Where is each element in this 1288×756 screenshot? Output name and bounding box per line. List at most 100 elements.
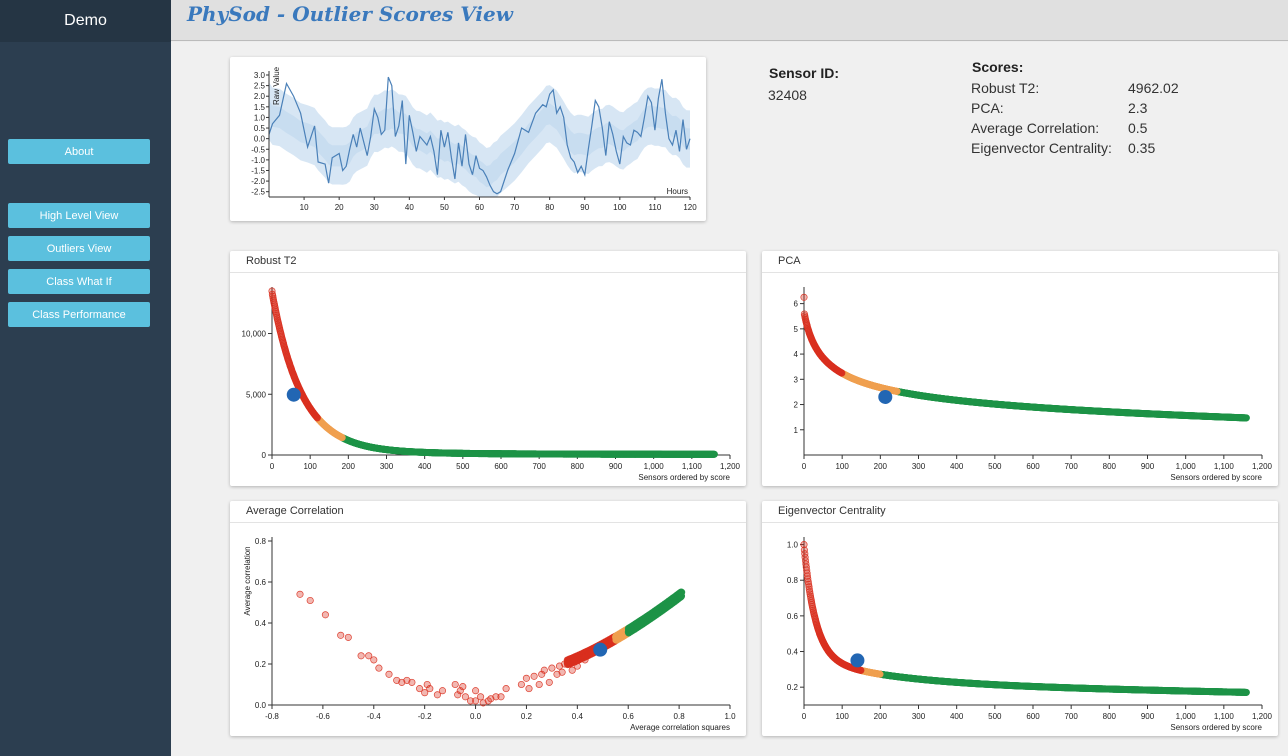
x-tick-label: 900 [609, 462, 623, 471]
brand[interactable]: Demo [0, 0, 171, 42]
data-point [540, 666, 548, 674]
data-point [545, 678, 553, 686]
points-group [800, 293, 1250, 422]
data-point [472, 697, 480, 705]
x-tick-label: 700 [1064, 462, 1078, 471]
nav-outliers-view-button[interactable]: Outliers View [8, 236, 150, 261]
x-tick-label: 900 [1141, 712, 1155, 721]
y-tick-label: -1.0 [251, 156, 265, 165]
data-point [459, 683, 467, 691]
eigenvector-centrality-chart: 0.2 0.4 0.6 0.8 1.0 0 100 200 300 400 500 600 700 800… [787, 537, 1273, 732]
confidence-band [269, 100, 690, 188]
data-point [461, 693, 469, 701]
eigenvector-centrality-panel: Eigenvector Centrality 0.2 0.4 0.6 0.8 1.0 0 1… [762, 501, 1278, 736]
data-point [538, 670, 546, 678]
data-point [517, 680, 525, 689]
x-tick-label: 1,100 [682, 462, 703, 471]
x-tick-label: 600 [1026, 462, 1040, 471]
data-point [357, 652, 365, 660]
x-tick-label: 0.6 [623, 712, 635, 721]
data-point [306, 596, 314, 605]
sensor-id-label: Sensor ID: [769, 65, 840, 81]
x-tick-label: 1,000 [1176, 712, 1197, 721]
x-tick-label: 1.0 [724, 712, 736, 721]
y-tick-label: -2.0 [251, 177, 265, 186]
y-tick-label: 0.0 [255, 701, 267, 710]
x-tick-label: 1,000 [644, 462, 665, 471]
y-tick-label: 0 [262, 451, 267, 460]
data-point [800, 293, 808, 301]
score-value: 0.5 [1128, 120, 1148, 136]
y-tick-label: -2.5 [251, 188, 265, 197]
x-tick-label: 700 [532, 462, 546, 471]
score-value: 4962.02 [1128, 80, 1179, 96]
y-tick-label: 2.0 [254, 92, 266, 101]
robust-t2-panel: Robust T2 0 5,000 10,000 0 100 200 300 400 500 60… [230, 251, 746, 486]
nav-class-what-if-button[interactable]: Class What If [8, 269, 150, 294]
data-point [375, 664, 383, 672]
points-group [296, 588, 686, 707]
data-point [530, 672, 538, 680]
x-tick-label: 700 [1064, 712, 1078, 721]
x-tick-label: 0.0 [470, 712, 482, 721]
data-point [497, 693, 505, 701]
x-tick-label: 120 [683, 203, 697, 212]
y-tick-label: 5,000 [246, 390, 267, 399]
nav-about-button[interactable]: About [8, 139, 150, 164]
data-point [548, 664, 556, 672]
x-tick-label: 500 [456, 462, 470, 471]
x-tick-label: 0 [270, 462, 275, 471]
points-group [268, 287, 718, 458]
data-point [801, 550, 809, 558]
selected-sensor-marker [286, 387, 301, 402]
data-point [805, 580, 813, 588]
data-point [385, 670, 393, 678]
data-point [408, 678, 416, 686]
timeseries-panel: 3.0 2.5 2.0 1.5 1.0 0.5 0.0 -0.5 -1.0 -1.5 -2.0 -2.… [230, 57, 706, 221]
data-point [801, 553, 809, 561]
x-tick-label: 500 [988, 712, 1002, 721]
x-tick-label: 200 [874, 462, 888, 471]
points-group [800, 541, 1250, 696]
x-tick-label: 300 [380, 462, 394, 471]
y-tick-label: 1.0 [254, 113, 266, 122]
x-tick-label: 90 [580, 203, 589, 212]
y-tick-label: 0.4 [255, 619, 267, 628]
timeseries-chart: 3.0 2.52.0 1.51.0 0.5 0.0-0.5 -1.0-1.5 -2.0 -2.… [251, 66, 697, 212]
y-tick-label: 0.2 [255, 660, 267, 669]
data-point [800, 546, 808, 554]
data-point [804, 575, 812, 583]
data-point [522, 674, 530, 682]
x-tick-label: 800 [1103, 462, 1117, 471]
data-point [466, 697, 475, 705]
data-point [477, 693, 485, 701]
y-tick-label: 3.0 [254, 71, 266, 80]
x-tick-label: 60 [475, 203, 484, 212]
x-tick-label: -0.4 [367, 712, 381, 721]
y-tick-label: 1 [794, 426, 799, 435]
robust-t2-chart: 0 5,000 10,000 0 100 200 300 400 500 600 700 800 900… [242, 287, 741, 482]
data-point [321, 611, 329, 619]
score-value: 0.35 [1128, 140, 1156, 156]
nav-high-level-view-button[interactable]: High Level View [8, 203, 150, 228]
y-tick-label: 10,000 [242, 330, 267, 339]
x-tick-label: 100 [613, 203, 627, 212]
nav-class-performance-button[interactable]: Class Performance [8, 302, 150, 327]
x-tick-label: 0.2 [521, 712, 533, 721]
x-tick-label: 900 [1141, 462, 1155, 471]
main-content: 3.0 2.5 2.0 1.5 1.0 0.5 0.0 -0.5 -1.0 -1.5 -2.0 -2.… [171, 42, 1288, 756]
data-point [472, 687, 480, 695]
data-point [423, 680, 431, 689]
x-tick-label: 400 [950, 462, 964, 471]
sidebar: Demo About High Level View Outliers View… [0, 0, 171, 756]
x-tick-label: 100 [835, 462, 849, 471]
x-tick-label: 400 [418, 462, 432, 471]
y-tick-label: 1.5 [254, 103, 266, 112]
data-point [568, 666, 576, 674]
x-tick-label: 50 [440, 203, 449, 212]
x-tick-label: -0.2 [418, 712, 432, 721]
average-correlation-panel: Average Correlation 0.0 0.2 0.4 0.6 0.8 -0.8 -… [230, 501, 746, 736]
y-tick-label: 3 [794, 375, 799, 384]
x-axis-label: Sensors ordered by score [1170, 723, 1262, 732]
x-tick-label: 30 [370, 203, 379, 212]
